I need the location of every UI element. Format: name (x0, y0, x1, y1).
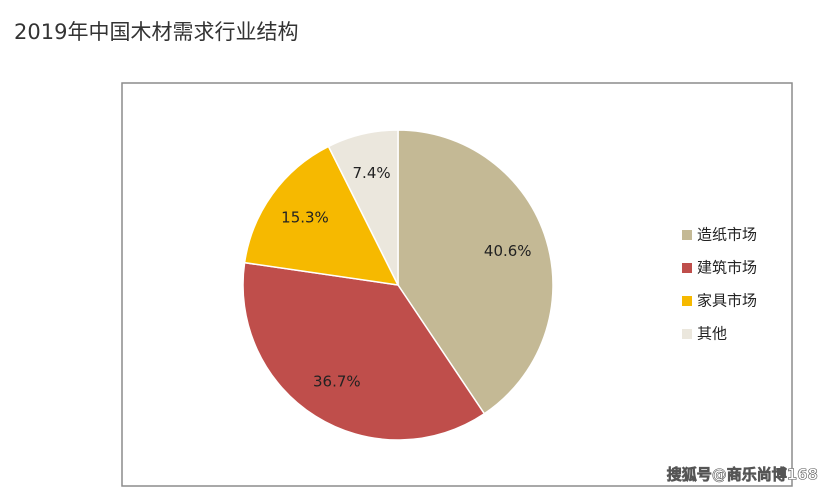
legend-swatch (682, 263, 692, 273)
pie-slice (327, 129, 399, 286)
chart-title: 2019年中国木材需求行业结构 (14, 20, 298, 44)
source-watermark: 搜狐号@商乐尚博168 (667, 466, 818, 484)
data-label: 15.3% (281, 208, 329, 226)
legend-label: 家具市场 (697, 292, 757, 310)
legend-label: 其他 (697, 325, 727, 343)
legend-swatch (682, 230, 692, 240)
legend-label: 建筑市场 (697, 259, 757, 277)
data-label: 7.4% (353, 164, 391, 182)
legend-swatch (682, 296, 692, 306)
data-label: 40.6% (484, 242, 532, 260)
pie-slice (243, 145, 400, 286)
legend-label: 造纸市场 (697, 226, 757, 244)
pie-slice (397, 129, 554, 415)
pie-slice (242, 261, 486, 441)
data-label: 36.7% (313, 373, 361, 391)
legend-swatch (682, 329, 692, 339)
